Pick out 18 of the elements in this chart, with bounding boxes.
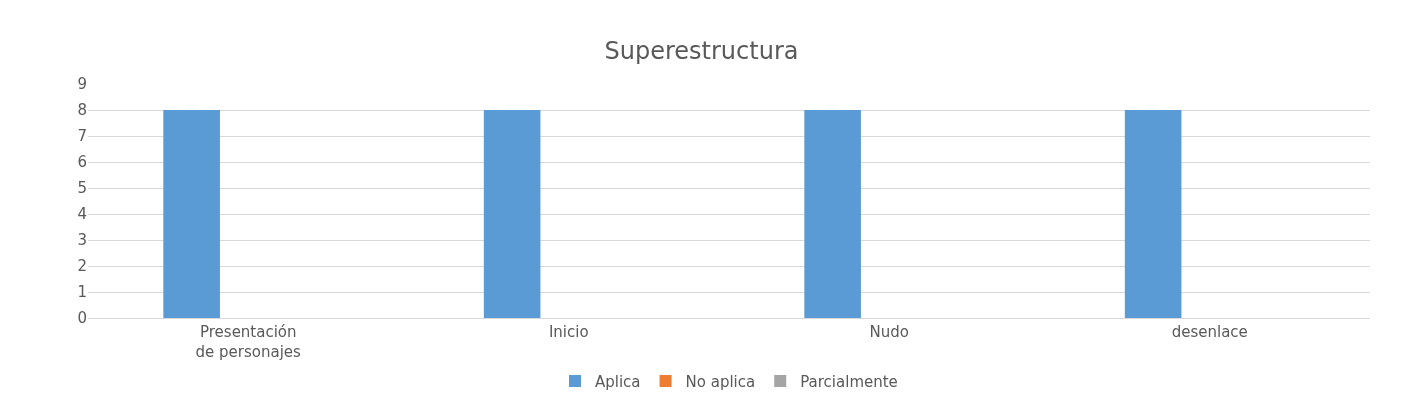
y-tick-label: 0	[77, 309, 87, 328]
y-tick-label: 9	[77, 75, 87, 94]
y-tick-label: 4	[77, 205, 87, 224]
x-tick-label: desenlace	[1171, 323, 1248, 341]
x-tick-label: Nudo	[869, 323, 909, 341]
y-tick-label: 3	[77, 231, 87, 250]
y-tick-label: 1	[77, 283, 87, 302]
chart-title: Superestructura	[604, 36, 799, 65]
y-tick-label: 7	[77, 127, 87, 146]
legend-label: No aplica	[685, 372, 756, 391]
y-tick-label: 5	[77, 179, 87, 198]
x-tick-label: Inicio	[548, 323, 589, 341]
y-tick-label: 2	[77, 257, 87, 276]
x-tick-label: Presentación de personajes	[195, 323, 302, 361]
y-tick-label: 8	[77, 101, 87, 120]
y-tick-label: 6	[77, 153, 87, 172]
legend-label: Parcialmente	[800, 372, 898, 391]
legend-label: Aplica	[595, 372, 641, 391]
